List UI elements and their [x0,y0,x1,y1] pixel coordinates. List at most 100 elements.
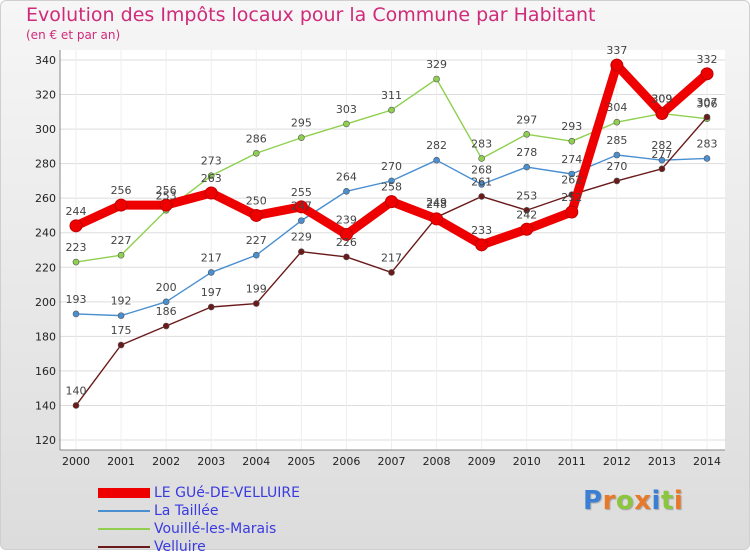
x-tick-label: 2007 [378,455,406,468]
data-label: 199 [246,283,267,296]
data-point [658,165,666,173]
data-label: 282 [426,139,447,152]
data-label: 256 [111,184,132,197]
data-point [69,219,83,233]
proxiti-logo: Proxiti [583,486,684,516]
data-label: 229 [291,231,312,244]
data-label: 227 [111,234,132,247]
data-point [249,208,263,222]
data-point [700,67,714,81]
y-tick-label: 220 [35,261,56,274]
data-point [523,130,531,138]
y-tick-label: 200 [35,296,56,309]
data-label: 304 [606,101,627,114]
data-point [388,106,395,114]
data-label: 253 [156,189,177,202]
data-label: 293 [561,120,582,133]
data-label: 226 [336,236,357,249]
data-label: 192 [111,295,132,308]
data-label: 273 [201,155,222,168]
data-label: 200 [156,281,177,294]
data-label: 283 [471,137,492,150]
legend-item: Velluire [98,538,300,556]
data-point [298,217,305,224]
data-label: 247 [291,200,312,213]
data-point [159,198,173,212]
data-label: 223 [66,241,87,254]
data-label: 307 [697,96,718,109]
y-tick-label: 260 [35,192,56,205]
data-point [117,312,125,319]
data-point [703,155,711,162]
x-tick-label: 2001 [107,455,135,468]
data-point [433,75,440,83]
data-label: 186 [156,305,177,318]
data-label: 255 [291,186,312,199]
data-label: 282 [651,139,672,152]
data-point [117,251,125,259]
x-tick-label: 2000 [62,455,90,468]
legend-item: LE GUé-DE-VELLUIRE [98,484,300,502]
data-point [252,300,260,307]
data-point [204,186,218,200]
data-point [343,120,350,128]
data-point [339,227,353,241]
data-label: 303 [336,103,357,116]
data-label: 277 [651,148,672,161]
data-point [478,181,485,188]
data-label: 274 [561,153,582,166]
data-point [520,222,534,236]
data-label: 197 [201,286,222,299]
legend-swatch [98,488,150,498]
data-label: 239 [336,213,357,226]
data-point [294,200,308,214]
data-label: 217 [381,251,402,264]
data-point [385,195,398,209]
data-point [207,172,215,180]
data-point [613,118,621,126]
x-tick-label: 2013 [648,455,676,468]
data-point [610,58,624,72]
data-label: 270 [606,160,627,173]
x-tick-label: 2005 [287,455,315,468]
x-tick-label: 2010 [513,455,541,468]
data-label: 248 [426,198,447,211]
y-tick-label: 280 [35,158,56,171]
x-tick-label: 2008 [423,455,451,468]
data-point [613,177,621,185]
data-label: 295 [291,117,312,130]
data-label: 262 [561,174,582,187]
data-point [430,212,444,226]
data-label: 270 [381,160,402,173]
data-label: 175 [111,324,132,337]
data-label: 253 [516,189,537,202]
data-point [388,269,395,276]
data-point [613,151,621,159]
data-label: 278 [516,146,537,159]
data-label: 217 [201,251,222,264]
data-point [565,205,579,219]
y-tick-label: 120 [35,434,56,447]
data-point [658,156,666,164]
data-point [162,322,170,330]
data-point [343,253,350,261]
data-point [433,156,440,164]
data-label: 140 [66,384,87,397]
data-label: 264 [336,170,357,183]
plot-area [60,50,725,450]
data-label: 263 [201,172,222,185]
data-label: 309 [651,93,672,106]
data-point [72,258,80,266]
legend: LE GUé-DE-VELLUIRE La Taillée Vouillé-le… [98,484,300,556]
data-label: 193 [66,293,87,306]
data-label: 250 [246,194,267,207]
data-point [388,177,395,185]
data-label: 252 [561,191,582,204]
x-tick-label: 2011 [558,455,586,468]
legend-label: La Taillée [154,503,219,519]
x-tick-label: 2003 [197,455,225,468]
legend-label: LE GUé-DE-VELLUIRE [154,485,300,501]
data-point [655,107,669,121]
y-tick-label: 340 [35,54,56,67]
